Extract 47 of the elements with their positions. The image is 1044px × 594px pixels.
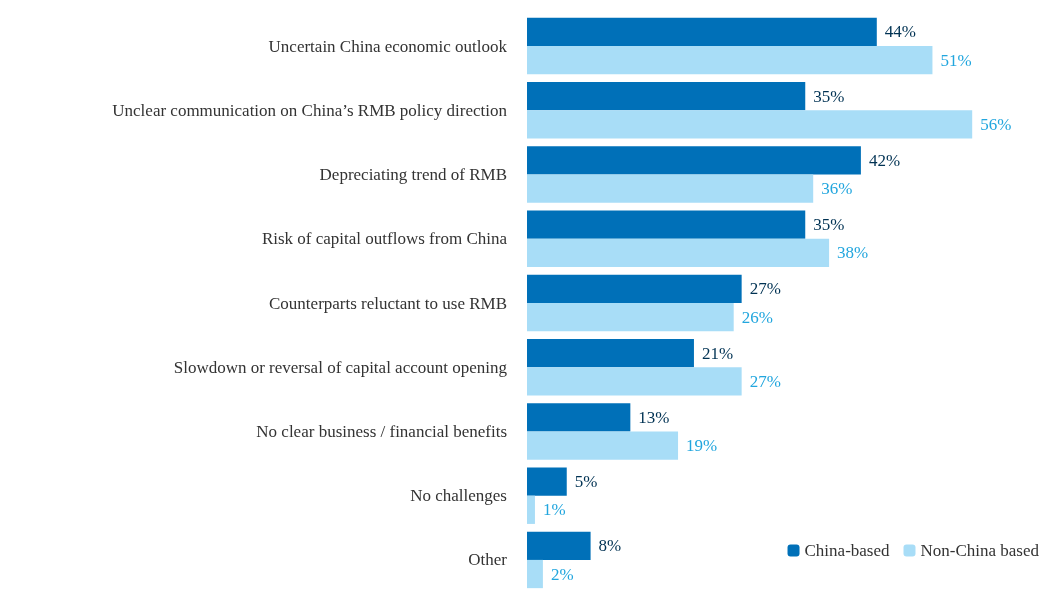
data-label: 51% xyxy=(940,50,972,70)
bar xyxy=(527,174,814,203)
bar xyxy=(527,338,694,368)
data-label: 21% xyxy=(701,343,734,363)
bar xyxy=(527,110,973,139)
y-tick-label: Other xyxy=(468,550,508,570)
data-label: 13% xyxy=(638,407,670,427)
bar xyxy=(527,467,567,496)
y-tick-label: Counterparts reluctant to use RMB xyxy=(269,293,507,313)
bar xyxy=(527,559,543,589)
data-label: 35% xyxy=(813,215,845,235)
data-label: 26% xyxy=(741,307,773,327)
y-tick-label: Uncertain China economic outlook xyxy=(268,36,508,56)
legend-label: Non-China based xyxy=(920,541,1040,560)
bar xyxy=(527,17,877,47)
bar xyxy=(527,274,742,303)
data-label: 27% xyxy=(749,371,781,391)
data-label: 35% xyxy=(813,86,845,106)
data-label: 8% xyxy=(598,536,622,556)
bar xyxy=(527,303,734,332)
data-label: 36% xyxy=(821,179,853,199)
bar xyxy=(527,146,861,175)
bar xyxy=(527,238,830,268)
data-label: 56% xyxy=(980,114,1012,134)
bar xyxy=(527,46,933,75)
data-label: 44% xyxy=(884,22,916,42)
y-tick-label: No clear business / financial benefits xyxy=(256,421,507,441)
y-tick-label: No challenges xyxy=(410,486,507,506)
y-tick-label: Risk of capital outflows from China xyxy=(261,229,508,249)
data-label: 5% xyxy=(574,472,598,492)
bar xyxy=(527,431,679,460)
y-tick-label: Depreciating trend of RMB xyxy=(319,165,507,185)
data-label: 19% xyxy=(686,436,718,456)
y-tick-label: Slowdown or reversal of capital account opening xyxy=(173,357,508,377)
bar xyxy=(527,82,806,111)
bar xyxy=(527,210,806,239)
data-label: 2% xyxy=(550,564,574,584)
data-label: 38% xyxy=(837,243,869,263)
data-label: 42% xyxy=(868,150,901,170)
data-label: 27% xyxy=(749,279,781,299)
bar xyxy=(527,367,742,396)
y-tick-label: Unclear communication on China’s RMB policy direction xyxy=(112,100,508,120)
bar xyxy=(527,403,631,432)
bar xyxy=(527,495,535,524)
legend-label: China-based xyxy=(804,541,890,560)
bar xyxy=(527,531,591,560)
data-label: 1% xyxy=(542,500,566,520)
